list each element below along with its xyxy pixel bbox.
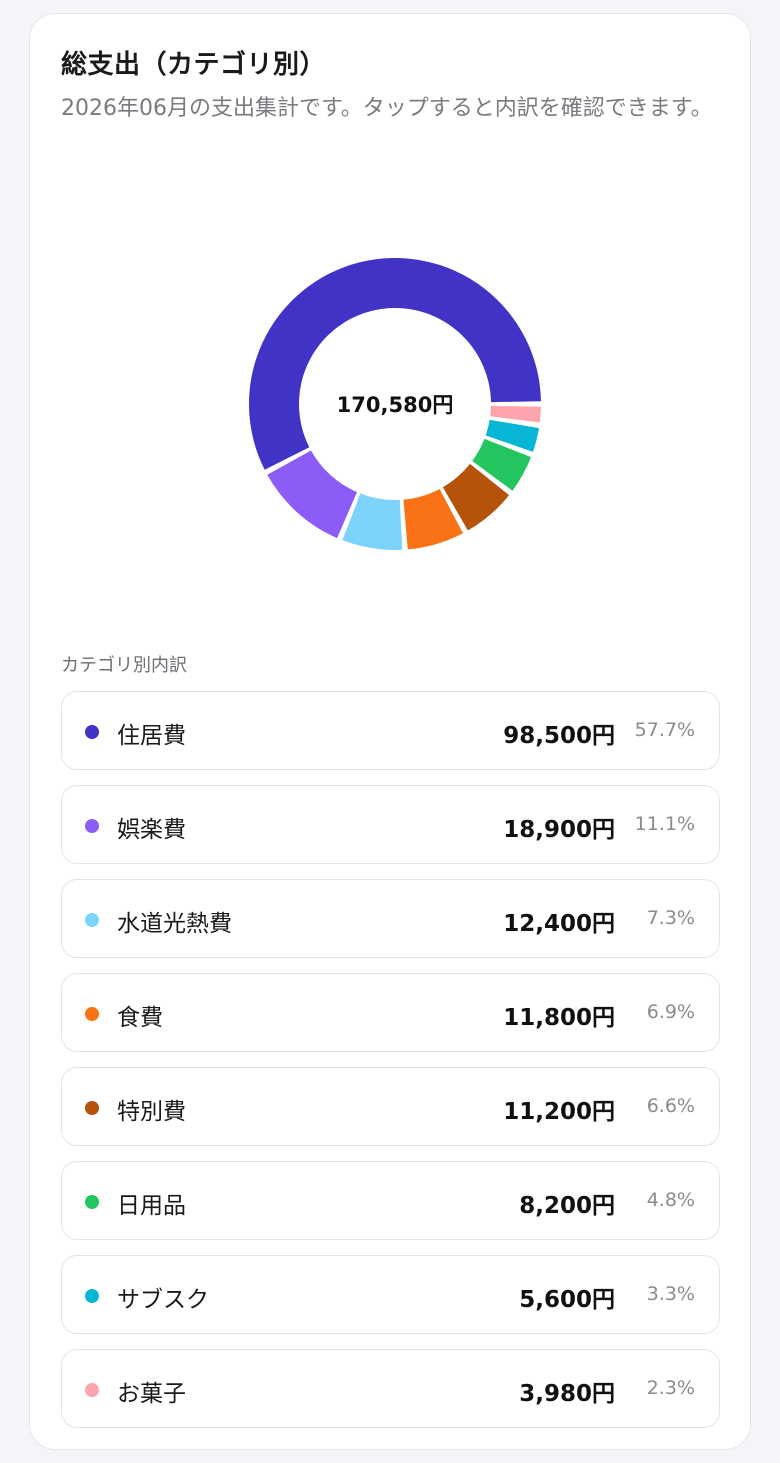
category-amount: 8,200円 xyxy=(519,1193,615,1219)
category-label: 日用品 xyxy=(117,1193,186,1219)
category-color-dot xyxy=(85,1289,99,1303)
category-label: 特別費 xyxy=(117,1099,186,1125)
donut-slice-4[interactable] xyxy=(442,463,510,531)
category-label: 食費 xyxy=(117,1005,163,1031)
category-color-dot xyxy=(85,1007,99,1021)
breakdown-row-subscription[interactable]: サブスク 5,600円 3.3% xyxy=(61,1255,720,1334)
category-amount: 98,500円 xyxy=(503,723,615,749)
breakdown-row-special[interactable]: 特別費 11,200円 6.6% xyxy=(61,1067,720,1146)
category-label: 娯楽費 xyxy=(117,817,186,843)
category-color-dot xyxy=(85,819,99,833)
category-label: 住居費 xyxy=(117,723,186,749)
breakdown-row-food[interactable]: 食費 11,800円 6.9% xyxy=(61,973,720,1052)
category-amount: 5,600円 xyxy=(519,1287,615,1313)
expense-summary-card: 総支出（カテゴリ別） 2026年06月の支出集計です。タップすると内訳を確認でき… xyxy=(29,13,751,1450)
category-percent: 4.8% xyxy=(646,1189,695,1211)
category-percent: 6.9% xyxy=(646,1001,695,1023)
breakdown-list: 住居費 98,500円 57.7% 娯楽費 18,900円 11.1% 水道光熱… xyxy=(61,691,720,1443)
category-color-dot xyxy=(85,1195,99,1209)
category-label: サブスク xyxy=(117,1287,209,1313)
breakdown-row-utilities[interactable]: 水道光熱費 12,400円 7.3% xyxy=(61,879,720,958)
category-percent: 11.1% xyxy=(634,813,695,835)
category-color-dot xyxy=(85,1383,99,1397)
category-label: お菓子 xyxy=(117,1381,186,1407)
category-percent: 6.6% xyxy=(646,1095,695,1117)
category-amount: 18,900円 xyxy=(503,817,615,843)
category-amount: 11,800円 xyxy=(503,1005,615,1031)
category-amount: 12,400円 xyxy=(503,911,615,937)
donut-slice-2[interactable] xyxy=(342,493,403,550)
breakdown-row-snacks[interactable]: お菓子 3,980円 2.3% xyxy=(61,1349,720,1428)
chart-center-total: 170,580円 xyxy=(337,393,454,417)
category-color-dot xyxy=(85,913,99,927)
donut-chart[interactable]: 170,580円 xyxy=(240,249,550,559)
page-subtitle: 2026年06月の支出集計です。タップすると内訳を確認できます。 xyxy=(61,96,713,121)
donut-slice-7[interactable] xyxy=(490,405,541,423)
category-color-dot xyxy=(85,1101,99,1115)
donut-slice-3[interactable] xyxy=(403,488,463,550)
category-percent: 7.3% xyxy=(646,907,695,929)
category-amount: 11,200円 xyxy=(503,1099,615,1125)
breakdown-row-daily-goods[interactable]: 日用品 8,200円 4.8% xyxy=(61,1161,720,1240)
category-percent: 2.3% xyxy=(646,1377,695,1399)
category-label: 水道光熱費 xyxy=(117,911,232,937)
donut-slice-6[interactable] xyxy=(485,419,539,452)
category-percent: 3.3% xyxy=(646,1283,695,1305)
category-color-dot xyxy=(85,725,99,739)
breakdown-row-housing[interactable]: 住居費 98,500円 57.7% xyxy=(61,691,720,770)
category-amount: 3,980円 xyxy=(519,1381,615,1407)
donut-slice-5[interactable] xyxy=(472,438,532,491)
page-title: 総支出（カテゴリ別） xyxy=(61,50,327,80)
donut-slice-1[interactable] xyxy=(267,450,357,539)
donut-chart-svg[interactable]: 170,580円 xyxy=(240,249,550,559)
breakdown-row-entertainment[interactable]: 娯楽費 18,900円 11.1% xyxy=(61,785,720,864)
donut-slice-0[interactable] xyxy=(248,258,541,470)
category-percent: 57.7% xyxy=(634,719,695,741)
breakdown-section-label: カテゴリ別内訳 xyxy=(61,655,187,676)
